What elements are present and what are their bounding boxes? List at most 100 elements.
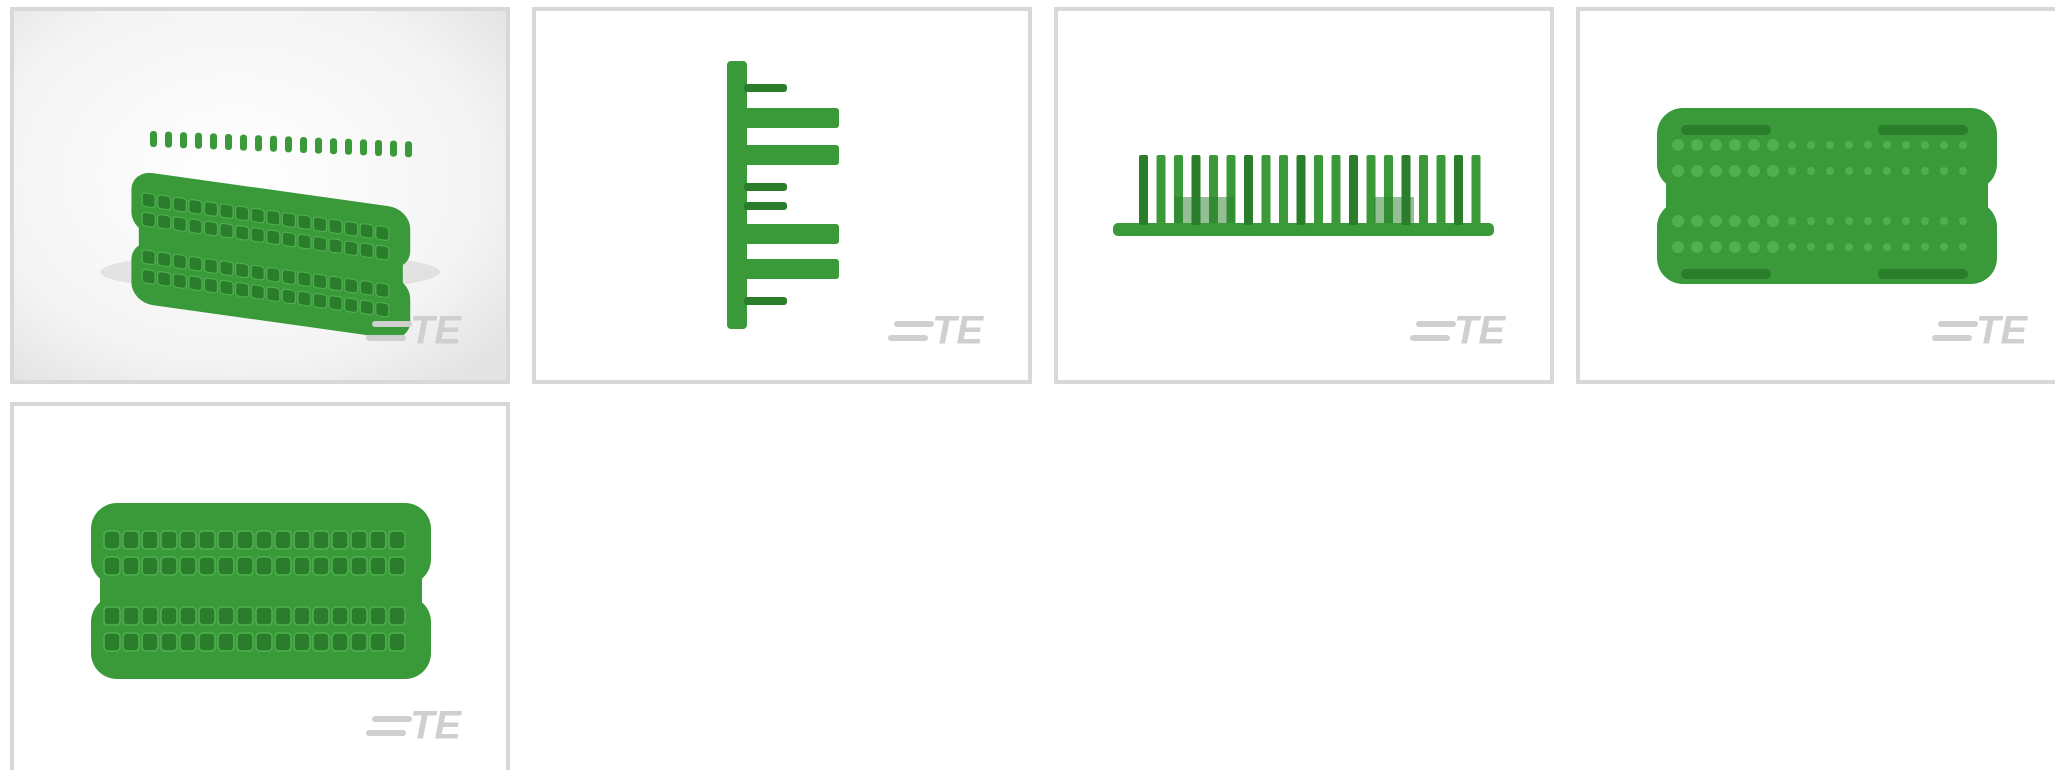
cavity	[219, 222, 234, 239]
cavity	[388, 556, 406, 576]
cavity	[236, 556, 254, 576]
connector-body	[1666, 177, 1988, 213]
pin	[1826, 243, 1834, 251]
pin	[1672, 215, 1684, 227]
pin	[1921, 141, 1929, 149]
logo-mark	[366, 730, 406, 736]
pin	[1374, 197, 1414, 223]
pin	[1807, 141, 1815, 149]
cavity	[157, 251, 172, 268]
pin	[1710, 165, 1722, 177]
cavity	[297, 271, 312, 287]
image-tile[interactable]: TE	[532, 7, 1032, 384]
cavity	[141, 632, 159, 652]
pin	[1691, 241, 1703, 253]
pin	[1710, 215, 1722, 227]
pin	[1883, 217, 1891, 225]
pin	[1940, 217, 1948, 225]
cavity	[217, 632, 235, 652]
cavity	[344, 220, 359, 237]
cavity	[172, 196, 187, 213]
pin	[1767, 241, 1779, 253]
cavity	[160, 556, 178, 576]
pin	[240, 134, 247, 151]
cavity	[281, 212, 297, 228]
cavity	[122, 632, 140, 652]
pin	[150, 131, 157, 147]
pin	[345, 138, 352, 155]
pin	[315, 137, 322, 154]
cavity	[312, 293, 328, 309]
pin	[1864, 141, 1872, 149]
cavity	[236, 606, 254, 626]
pin	[1959, 167, 1967, 175]
pin	[1826, 167, 1834, 175]
cavity	[312, 273, 328, 290]
image-tile[interactable]: TE	[10, 7, 510, 384]
logo-mark	[888, 335, 928, 341]
pin	[1883, 167, 1891, 175]
cavity	[293, 632, 311, 652]
cavity	[236, 632, 254, 652]
cavity	[266, 266, 281, 283]
cavity	[328, 218, 343, 235]
pin	[1845, 217, 1853, 225]
image-tile[interactable]: TE	[1576, 7, 2055, 384]
logo-mark	[1932, 335, 1972, 341]
cavity	[255, 556, 273, 576]
image-tile[interactable]: TE	[1054, 7, 1554, 384]
logo-mark	[366, 335, 406, 341]
cavity	[312, 216, 328, 233]
cavity	[369, 606, 387, 626]
pin	[1748, 165, 1760, 177]
cavity	[160, 530, 178, 550]
pin	[1864, 243, 1872, 251]
pin	[1767, 139, 1779, 151]
tile-border	[10, 7, 510, 384]
cavity	[331, 530, 349, 550]
latch	[1681, 269, 1771, 279]
pin	[1729, 241, 1741, 253]
pin	[744, 259, 839, 279]
cavity	[359, 299, 374, 316]
cavity	[328, 275, 343, 292]
pin	[744, 202, 787, 210]
cavity	[203, 220, 219, 237]
pin	[1921, 217, 1929, 225]
pin	[1902, 141, 1910, 149]
cavity	[331, 606, 349, 626]
cavity	[312, 236, 328, 252]
pin	[1366, 155, 1376, 225]
pin	[1864, 167, 1872, 175]
cavity	[122, 556, 140, 576]
logo: TE	[1976, 309, 2028, 353]
image-tile[interactable]: TE	[10, 402, 510, 770]
cavity	[297, 214, 312, 230]
pin	[1244, 155, 1253, 225]
cavity	[350, 556, 368, 576]
pin	[180, 132, 187, 149]
cavity	[274, 530, 292, 550]
latch	[1878, 269, 1968, 279]
cavity	[188, 218, 203, 235]
cavity	[388, 606, 406, 626]
cavity	[160, 632, 178, 652]
pin	[360, 139, 367, 156]
pin	[1788, 141, 1796, 149]
cavity	[172, 253, 187, 270]
connector-body	[100, 572, 422, 608]
latch	[1681, 125, 1771, 135]
pin	[1748, 139, 1760, 151]
pin	[1845, 243, 1853, 251]
cavity	[266, 229, 281, 246]
cavity	[217, 556, 235, 576]
cavity	[312, 530, 330, 550]
pin	[1710, 139, 1722, 151]
logo-mark	[1410, 335, 1450, 341]
pin	[210, 133, 217, 150]
cavity	[344, 277, 359, 294]
pin	[1940, 243, 1948, 251]
cavity	[266, 286, 281, 303]
logo-mark	[1938, 321, 1978, 327]
pin	[1959, 141, 1967, 149]
